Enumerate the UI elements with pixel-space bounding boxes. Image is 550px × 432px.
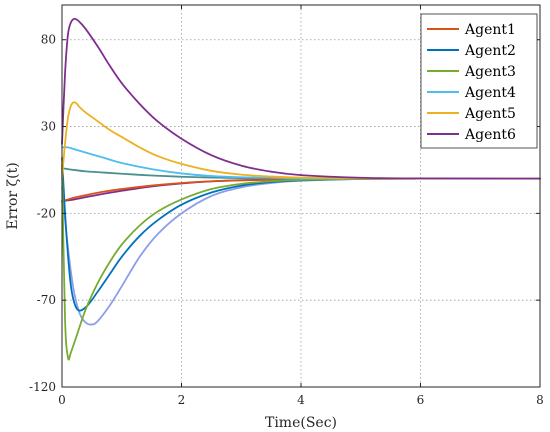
x-tick-label: 6	[417, 393, 425, 407]
legend-entry-agent3: Agent3	[464, 64, 516, 80]
series-line-agent3	[61, 163, 541, 361]
x-axis-label: Time(Sec)	[265, 415, 337, 431]
y-tick-label: -120	[29, 380, 56, 394]
y-tick-label: 80	[41, 33, 56, 47]
legend-box	[420, 13, 538, 149]
y-tick-label: 30	[41, 120, 56, 134]
x-tick-label: 2	[178, 393, 186, 407]
y-tick-label: -20	[37, 206, 56, 220]
legend: Agent1 Agent2 Agent3 Agent4 Agent5 Agent6	[420, 13, 538, 149]
x-tick-label: 4	[297, 393, 305, 407]
axis-ticks: 0 2 4 6 8 80 30 -20 -70 -120	[29, 5, 544, 407]
series-line-unlabeled-6	[61, 177, 541, 326]
series-line-agent5	[61, 101, 541, 180]
x-tick-label: 8	[536, 393, 544, 407]
series-lines	[61, 17, 541, 361]
y-tick-label: -70	[37, 293, 56, 307]
legend-entry-agent6: Agent6	[464, 127, 516, 143]
legend-entry-agent1: Agent1	[464, 22, 516, 38]
legend-entry-agent2: Agent2	[464, 43, 516, 59]
x-tick-label: 0	[58, 393, 66, 407]
legend-entry-agent5: Agent5	[464, 106, 516, 122]
legend-entry-agent4: Agent4	[464, 85, 516, 101]
y-axis-label: Error ζ(t)	[5, 162, 21, 229]
series-line-agent6	[61, 17, 541, 180]
